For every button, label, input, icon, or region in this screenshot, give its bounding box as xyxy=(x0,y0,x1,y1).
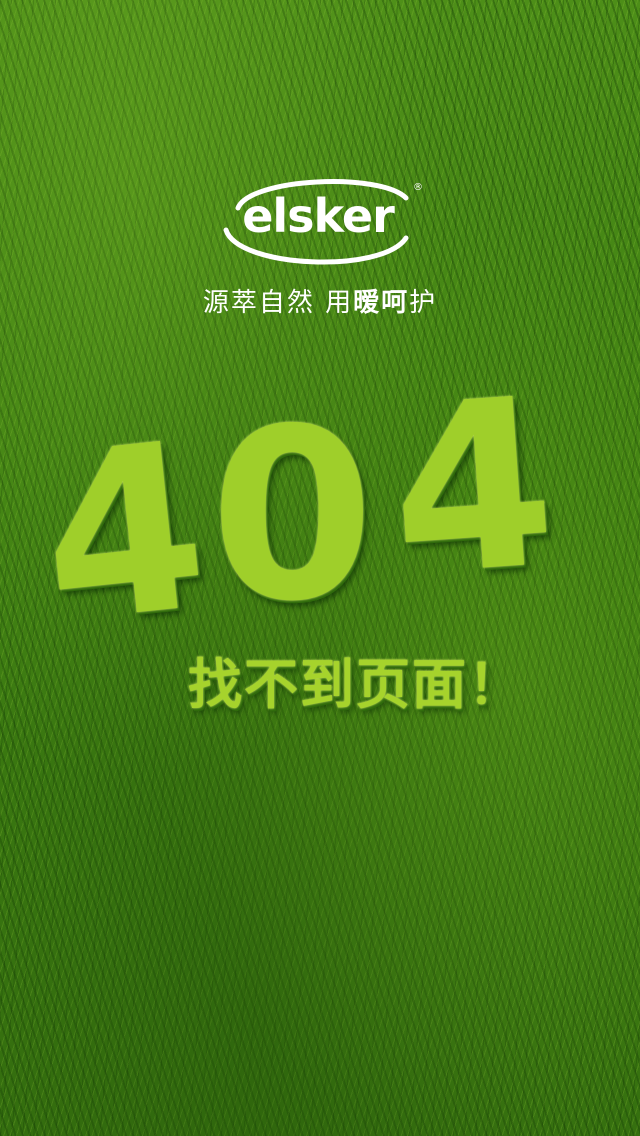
error-code-digit: 0 xyxy=(210,378,375,653)
logo-wordmark: elsker xyxy=(242,189,395,243)
error-code-digit: 4 xyxy=(30,393,218,676)
logo-swoosh-icon xyxy=(223,179,409,265)
error-message: 找不到页面！ xyxy=(188,653,524,716)
error-code-digit: 4 xyxy=(382,347,563,629)
slogan-text-1: 源萃自然 用 xyxy=(202,288,354,318)
slogan-highlight: 暧呵 xyxy=(353,288,410,318)
brand-logo: elsker ® xyxy=(210,168,430,272)
error-code: 4 0 4 xyxy=(0,348,640,676)
slogan-text-2: 护 xyxy=(409,288,438,318)
registered-mark: ® xyxy=(413,182,423,193)
brand-slogan: 源萃自然 用暧呵护 xyxy=(0,282,640,319)
